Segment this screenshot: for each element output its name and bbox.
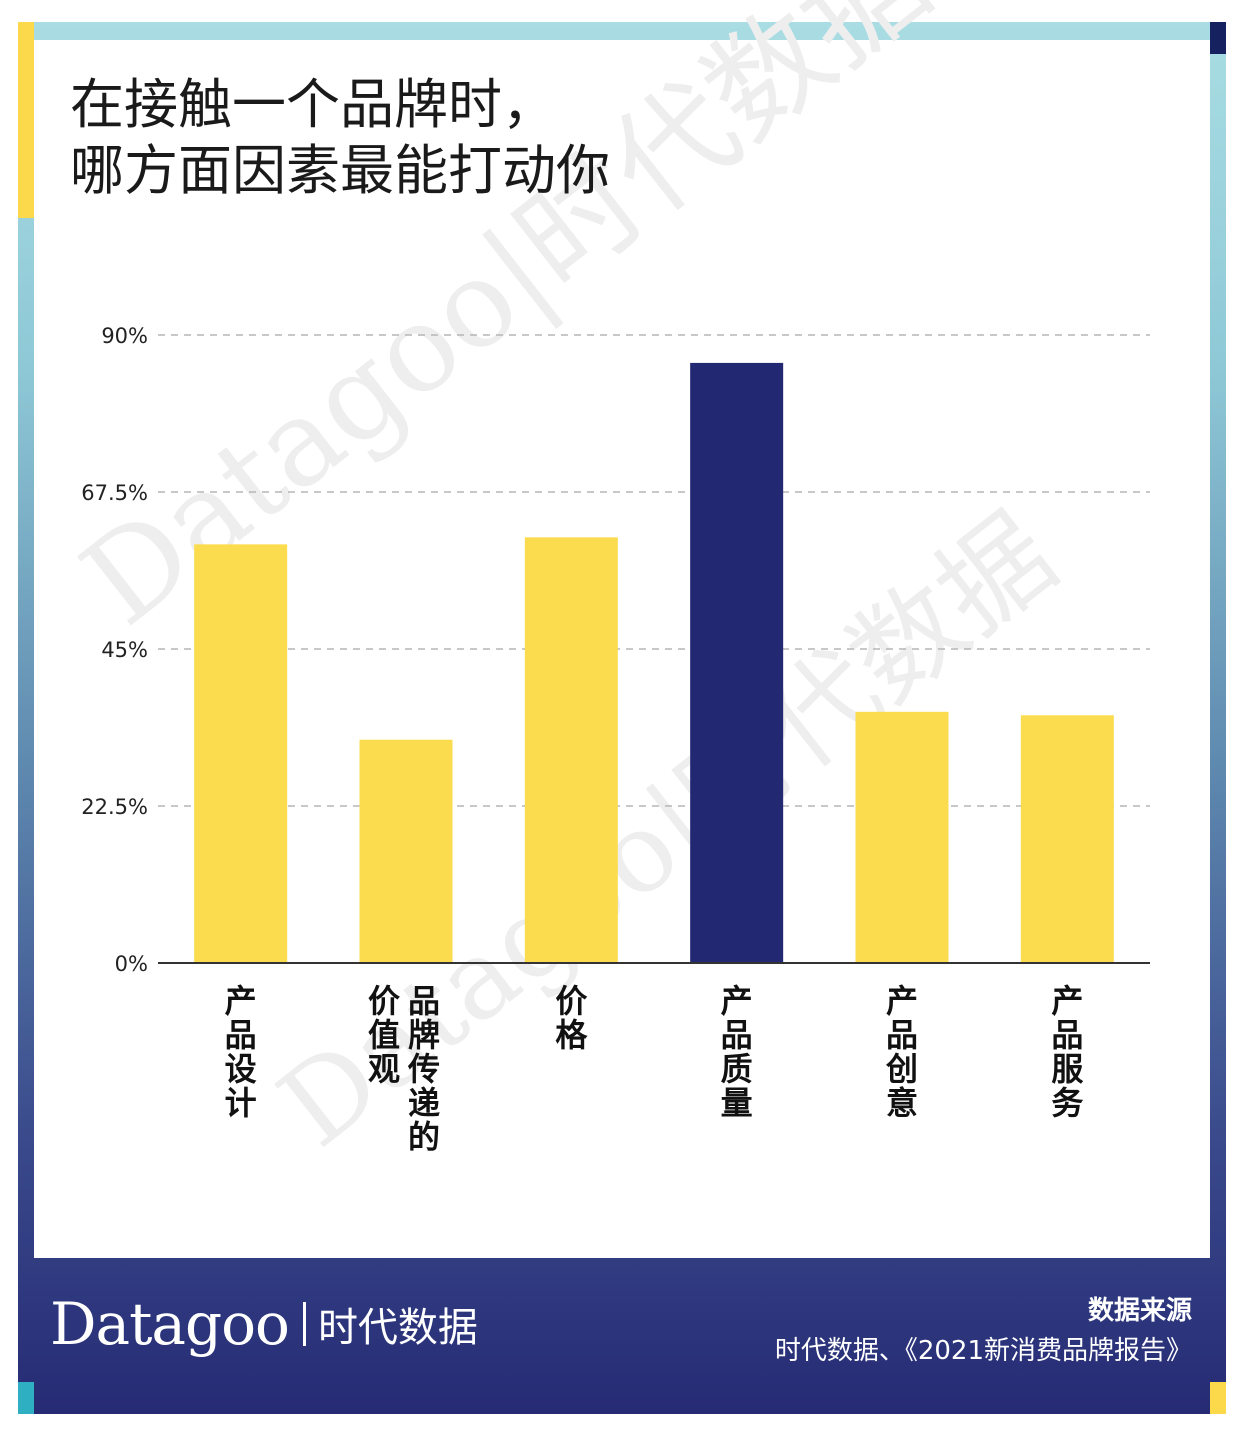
x-tick-label-column: 价格 <box>550 984 589 1052</box>
chart-title-line-1: 在接触一个品牌时， <box>70 73 556 136</box>
accent-block-top-right <box>1210 22 1226 54</box>
chart-title-line-2: 哪方面因素最能打动你 <box>70 139 610 202</box>
logo-wordmark: Datagoo <box>50 1290 290 1358</box>
x-tick-label-column: 产品服务 <box>1046 984 1085 1120</box>
x-tick-label-column: 品牌传递的 <box>403 984 441 1154</box>
y-tick-label: 67.5% <box>81 481 148 505</box>
x-tick-label-column: 产品创意 <box>881 984 919 1120</box>
bar <box>359 739 453 963</box>
y-tick-label: 45% <box>101 638 148 662</box>
x-tick-label-column: 产品设计 <box>219 984 258 1120</box>
x-tick-label: 产品质量 <box>715 984 754 1120</box>
bar <box>194 544 288 963</box>
chart-title: 在接触一个品牌时， 哪方面因素最能打动你 <box>70 72 970 204</box>
source-text: 时代数据、《2021新消费品牌报告》 <box>774 1336 1192 1366</box>
accent-block-bottom-left <box>18 1382 34 1414</box>
x-tick-label: 品牌传递的 价值观 <box>363 984 441 1154</box>
bar <box>690 362 784 963</box>
x-tick-label-column: 产品质量 <box>715 984 754 1120</box>
accent-block-bottom-right <box>1210 1382 1226 1414</box>
x-tick-label: 价格 <box>550 984 589 1052</box>
accent-bar-left <box>18 22 34 218</box>
source-title: 数据来源 <box>1087 1296 1192 1326</box>
logo-divider <box>302 1302 306 1346</box>
x-tick-label: 产品创意 <box>881 984 919 1120</box>
bar <box>855 711 949 963</box>
x-tick-label: 产品服务 <box>1046 984 1085 1120</box>
y-tick-label: 90% <box>101 324 148 348</box>
y-tick-label: 0% <box>115 952 148 976</box>
logo-chinese: 时代数据 <box>317 1305 478 1351</box>
bar <box>524 537 618 963</box>
datagoo-logo: Datagoo 时代数据 <box>50 1290 478 1358</box>
x-tick-label: 产品设计 <box>219 984 258 1120</box>
y-tick-label: 22.5% <box>81 795 148 819</box>
bar <box>1020 715 1114 963</box>
x-tick-label-column: 价值观 <box>363 984 401 1086</box>
